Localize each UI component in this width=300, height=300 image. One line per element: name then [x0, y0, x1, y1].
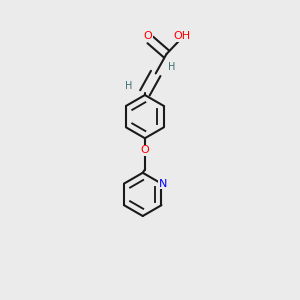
- Text: O: O: [140, 145, 149, 155]
- Text: O: O: [144, 31, 152, 41]
- Text: H: H: [125, 81, 132, 92]
- Text: H: H: [168, 62, 175, 72]
- Text: N: N: [159, 178, 167, 189]
- Text: OH: OH: [173, 31, 190, 41]
